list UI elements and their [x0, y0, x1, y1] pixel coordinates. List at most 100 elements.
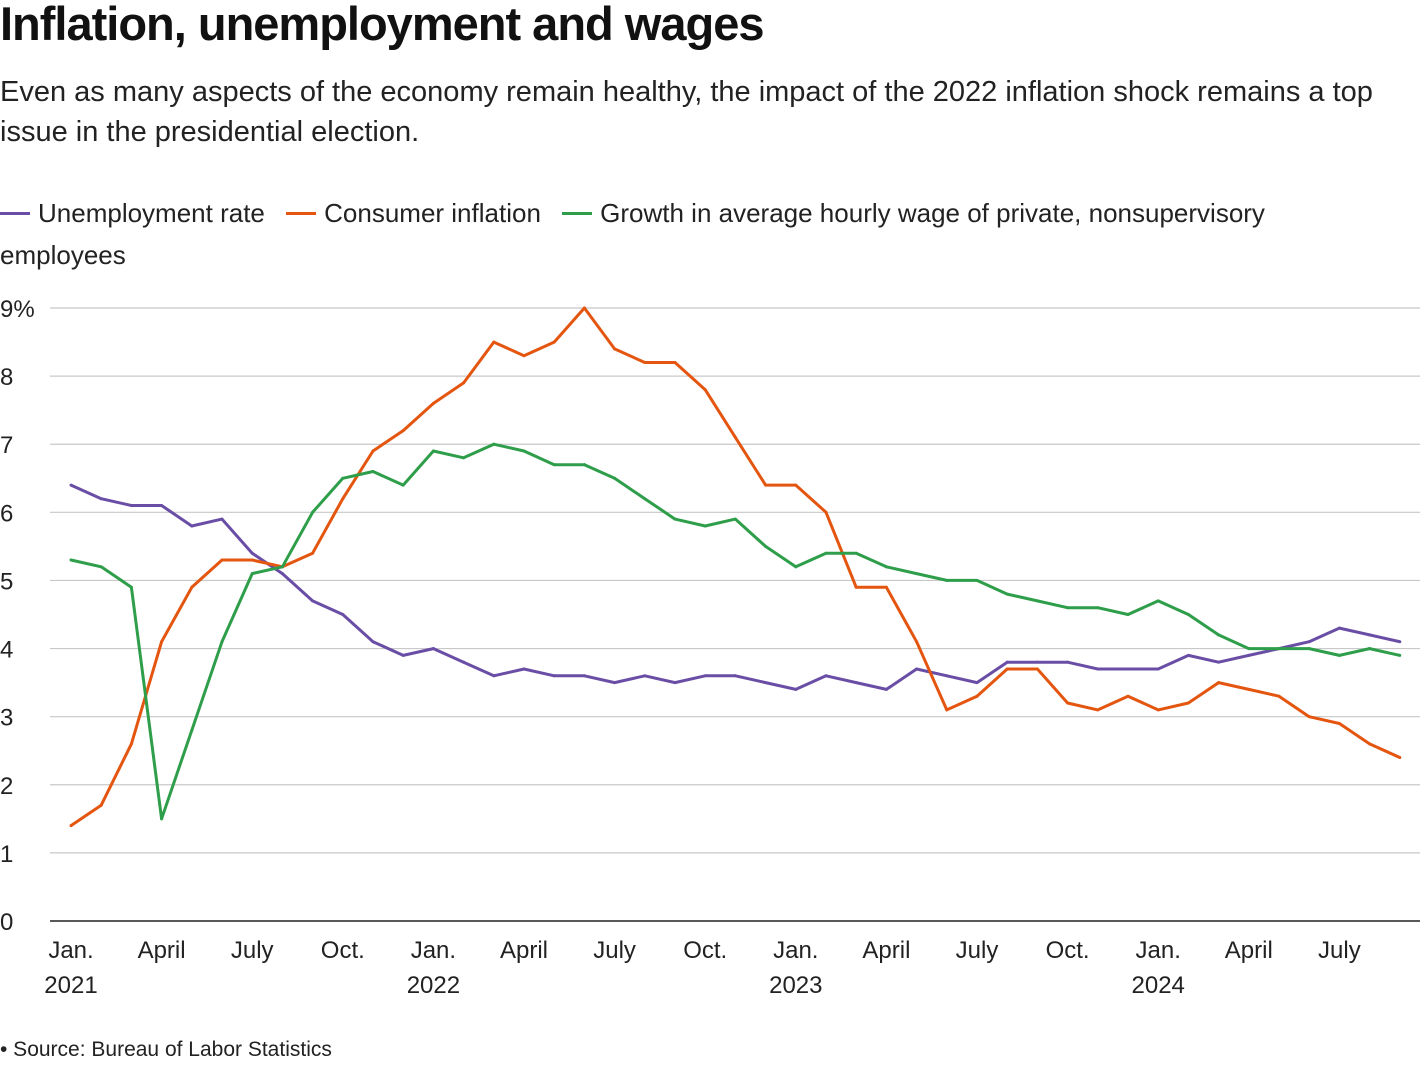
x-axis: Jan. 2021 April July Oct. Jan. 2022 April July Oc…: [44, 937, 1360, 999]
data-point: [1277, 694, 1281, 698]
data-point: [1186, 653, 1190, 657]
data-point: [1217, 633, 1221, 637]
data-point: [552, 340, 556, 344]
data-point: [582, 306, 586, 310]
data-point: [371, 640, 375, 644]
data-point: [280, 565, 284, 569]
data-point: [884, 687, 888, 691]
data-point: [220, 640, 224, 644]
data-point: [371, 469, 375, 473]
data-point: [1096, 667, 1100, 671]
data-point: [341, 613, 345, 616]
x-tick-label: Oct.: [683, 937, 727, 964]
data-point: [703, 524, 707, 528]
data-point: [975, 681, 979, 685]
data-point: [552, 463, 556, 467]
data-point: [1186, 701, 1190, 705]
series-line-wages: [70, 442, 1401, 821]
legend-item-inflation: Consumer inflation: [286, 198, 541, 228]
data-point: [1096, 606, 1100, 610]
data-point: [69, 824, 73, 828]
data-point: [1005, 592, 1009, 596]
data-point: [1126, 613, 1130, 616]
data-point: [1247, 687, 1251, 691]
legend-swatch: [286, 211, 317, 215]
data-point: [522, 354, 526, 358]
data-point: [1005, 660, 1009, 664]
legend-item-wages: Growth in average hourly wage of private…: [0, 198, 1265, 270]
data-point: [945, 578, 949, 582]
data-point: [250, 572, 254, 576]
x-tick-label: July: [956, 937, 999, 964]
data-point: [1307, 715, 1311, 719]
data-point: [401, 653, 405, 657]
data-point: [1217, 681, 1221, 685]
data-point: [1126, 694, 1130, 698]
data-point: [250, 558, 254, 562]
data-point: [1368, 633, 1372, 637]
data-point: [401, 429, 405, 433]
data-point: [613, 347, 617, 351]
x-tick-label: Jan.: [773, 937, 818, 964]
data-point: [129, 742, 133, 746]
data-point: [99, 497, 103, 501]
x-tick-label: July: [1318, 937, 1361, 964]
data-point: [1368, 647, 1372, 651]
data-point: [311, 551, 315, 555]
data-point: [1247, 653, 1251, 657]
data-point: [522, 449, 526, 453]
data-point: [522, 667, 526, 671]
data-point: [1186, 613, 1190, 616]
chart-title: Inflation, unemployment and wages: [0, 0, 764, 50]
data-point: [1247, 647, 1251, 651]
data-point: [492, 340, 496, 344]
data-point: [341, 476, 345, 480]
data-point: [492, 442, 496, 446]
data-point: [1156, 708, 1160, 712]
data-point: [733, 517, 737, 521]
x-tick-label: April: [862, 937, 910, 964]
x-tick-year: 2023: [769, 972, 822, 999]
x-tick-year: 2022: [407, 972, 460, 999]
data-point: [1096, 708, 1100, 712]
y-tick-label: 1: [0, 841, 13, 868]
data-point: [1126, 667, 1130, 671]
data-point: [1307, 647, 1311, 651]
data-point: [975, 578, 979, 582]
y-tick-label: 2: [0, 773, 13, 800]
data-point: [824, 551, 828, 555]
series-line-unemployment: [70, 483, 1401, 691]
data-point: [915, 640, 919, 644]
y-tick-label: 5: [0, 568, 13, 595]
data-point: [794, 483, 798, 487]
data-point: [311, 510, 315, 514]
x-tick-label: April: [1225, 937, 1273, 964]
data-point: [1156, 667, 1160, 671]
data-point: [220, 558, 224, 562]
data-point: [1398, 640, 1402, 644]
legend-swatch: [0, 211, 30, 215]
data-point: [582, 463, 586, 467]
data-point: [1035, 667, 1039, 671]
y-tick-label: 8: [0, 364, 13, 391]
data-point: [69, 558, 73, 562]
x-tick-label: July: [593, 937, 636, 964]
data-point: [945, 674, 949, 678]
data-point: [129, 504, 133, 508]
data-point: [250, 551, 254, 555]
data-point: [884, 565, 888, 569]
data-point: [1035, 660, 1039, 664]
data-point: [99, 565, 103, 569]
data-point: [824, 674, 828, 678]
x-tick-label: Jan.: [411, 937, 456, 964]
data-point: [371, 449, 375, 453]
y-tick-label: 3: [0, 705, 13, 732]
data-point: [462, 381, 466, 385]
data-point: [733, 435, 737, 439]
data-point: [190, 524, 194, 528]
data-point: [160, 504, 164, 508]
data-point: [190, 728, 194, 732]
x-tick-label: April: [138, 937, 186, 964]
data-point: [854, 551, 858, 555]
x-tick-year: 2021: [44, 972, 97, 999]
